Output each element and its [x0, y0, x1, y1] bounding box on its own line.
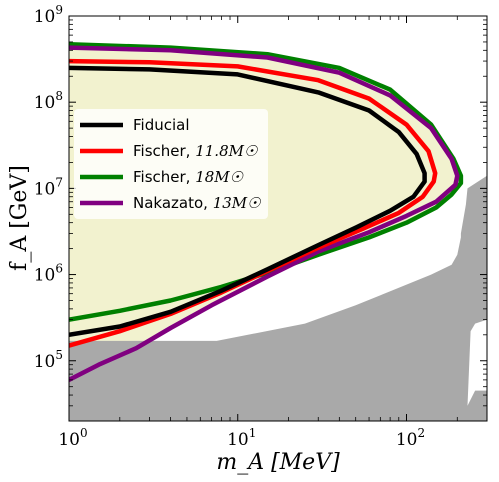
y-axis-label: f_A [GeV]	[7, 165, 32, 271]
y-tick-label: 107	[34, 175, 63, 199]
x-tick-label: 100	[58, 426, 87, 450]
legend: Fiducial Fischer, 11.8M☉ Fischer, 18M☉ Naka…	[74, 109, 268, 219]
series-line-fiducial	[69, 65, 427, 338]
legend-box	[74, 109, 268, 219]
legend-label-fischer118: Fischer, 11.8M☉	[133, 142, 258, 160]
excluded-region	[69, 175, 487, 421]
plot-frame	[68, 15, 488, 422]
y-tick-label: 109	[34, 3, 63, 27]
legend-label-nakazato13: Nakazato, 13M☉	[133, 194, 261, 212]
y-tick-label: 105	[34, 348, 63, 372]
x-axis-label: m_A [MeV]	[216, 450, 340, 475]
svg-text:f_A [GeV]: f_A [GeV]	[7, 165, 32, 271]
y-tick-label: 106	[34, 262, 63, 286]
axes: 100 101 102 105 106 107 108 109	[34, 3, 488, 450]
legend-label-fischer18: Fischer, 18M☉	[133, 168, 244, 186]
series-line-nakazato13	[69, 45, 460, 383]
series-line-fischer18	[69, 42, 464, 322]
y-tick-label: 108	[34, 89, 63, 113]
legend-label-fiducial: Fiducial	[133, 116, 190, 134]
x-tick-label: 101	[227, 426, 256, 450]
x-tick-label: 102	[396, 426, 425, 450]
plot-area	[69, 42, 487, 421]
excluded-notch	[467, 319, 487, 406]
